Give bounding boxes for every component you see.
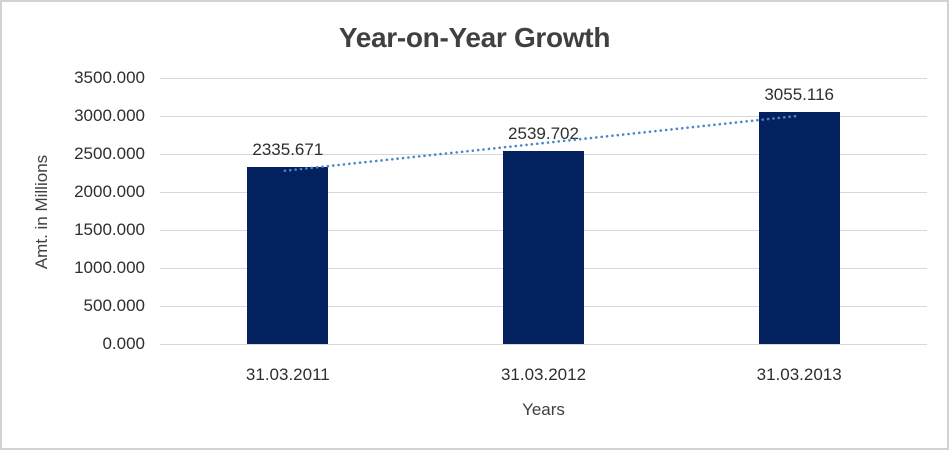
- bar-value-label: 2335.671: [252, 139, 324, 159]
- chart-title: Year-on-Year Growth: [338, 22, 611, 53]
- bar-31.03.2011: [247, 166, 329, 344]
- y-tick-label: 1500.000: [74, 220, 145, 239]
- x-axis-title: Years: [522, 400, 565, 419]
- y-axis-title: Amt. in Millions: [32, 154, 51, 270]
- y-tick-label: 1000.000: [74, 258, 145, 277]
- y-tick-label: 500.000: [83, 296, 145, 315]
- y-tick-label: 2000.000: [74, 182, 145, 201]
- y-tick-label: 3000.000: [74, 106, 145, 125]
- x-category-label: 31.03.2012: [500, 365, 587, 384]
- gridline: [160, 116, 927, 117]
- x-category-label: 31.03.2013: [756, 365, 842, 384]
- plot-area: 3500.000 3000.000 2500.000 2000.000 1500.000…: [74, 68, 927, 384]
- y-tick-label: 2500.000: [74, 144, 145, 163]
- trendline-path: [283, 114, 801, 173]
- y-tick-label: 3500.000: [74, 68, 145, 87]
- bar-31.03.2012: [503, 150, 584, 344]
- bar-31.03.2013: [758, 111, 840, 344]
- trendline: [283, 114, 801, 173]
- bar-value-label: 3055.116: [764, 84, 834, 104]
- bar-value-label: 2539.702: [508, 123, 579, 143]
- y-tick-label: 0.000: [102, 334, 145, 353]
- gridline: [160, 344, 927, 345]
- x-category-label: 31.03.2011: [245, 365, 330, 384]
- gridline: [160, 78, 927, 79]
